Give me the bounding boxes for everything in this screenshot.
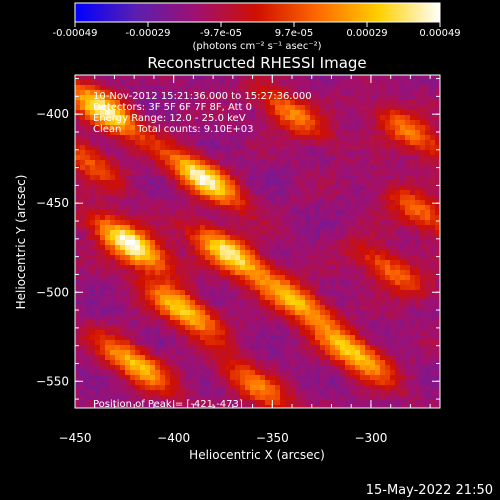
colorbar-tick-label: 0.00049 xyxy=(419,28,460,39)
x-axis: −450 −400 −350 −300 xyxy=(59,75,431,445)
x-tick-label: −350 xyxy=(256,431,289,445)
annotation-clean: Clean Total counts: 9.10E+03 xyxy=(93,124,253,135)
x-tick-label: −400 xyxy=(157,431,190,445)
x-tick-label: −300 xyxy=(354,431,387,445)
colorbar-tick-label: -0.00049 xyxy=(53,28,98,39)
y-tick-label: −550 xyxy=(36,374,69,388)
x-tick-label: −450 xyxy=(59,431,92,445)
annotation-detectors: Detectors: 3F 5F 6F 7F 8F, Att 0 xyxy=(93,102,252,113)
colorbar-tick-label: 9.7e-05 xyxy=(275,28,313,39)
chart-title: Reconstructed RHESSI Image xyxy=(147,54,366,72)
y-axis: −550 −500 −450 −400 xyxy=(36,78,440,400)
y-tick-label: −500 xyxy=(36,285,69,299)
colorbar-ticks: -0.00049 -0.00029 -9.7e-05 9.7e-05 0.00029 0.… xyxy=(53,22,461,39)
colorbar-tick-label: -0.00029 xyxy=(126,28,171,39)
y-axis-label: Heliocentric Y (arcsec) xyxy=(14,175,28,310)
colorbar xyxy=(74,2,441,23)
colorbar-tick-label: -9.7e-05 xyxy=(200,28,242,39)
colorbar-units: (photons cm⁻² s⁻¹ asec⁻²) xyxy=(192,41,321,52)
peak-position-label: Position of Peak = [-421,-473] xyxy=(93,399,243,410)
heatmap-image xyxy=(75,75,440,408)
colorbar-tick-label: 0.00029 xyxy=(346,28,387,39)
x-axis-label: Heliocentric X (arcsec) xyxy=(189,448,325,462)
y-tick-label: −450 xyxy=(36,196,69,210)
plot-frame xyxy=(74,74,441,409)
annotation-energy: Energy Range: 12.0 - 25.0 keV xyxy=(93,113,246,124)
timestamp-footer: 15-May-2022 21:50 xyxy=(366,483,493,498)
y-tick-label: −400 xyxy=(36,107,69,121)
annotation-time: 10-Nov-2012 15:21:36.000 to 15:27:36.000 xyxy=(93,91,312,102)
annotation-block: 10-Nov-2012 15:21:36.000 to 15:27:36.000… xyxy=(93,91,312,135)
